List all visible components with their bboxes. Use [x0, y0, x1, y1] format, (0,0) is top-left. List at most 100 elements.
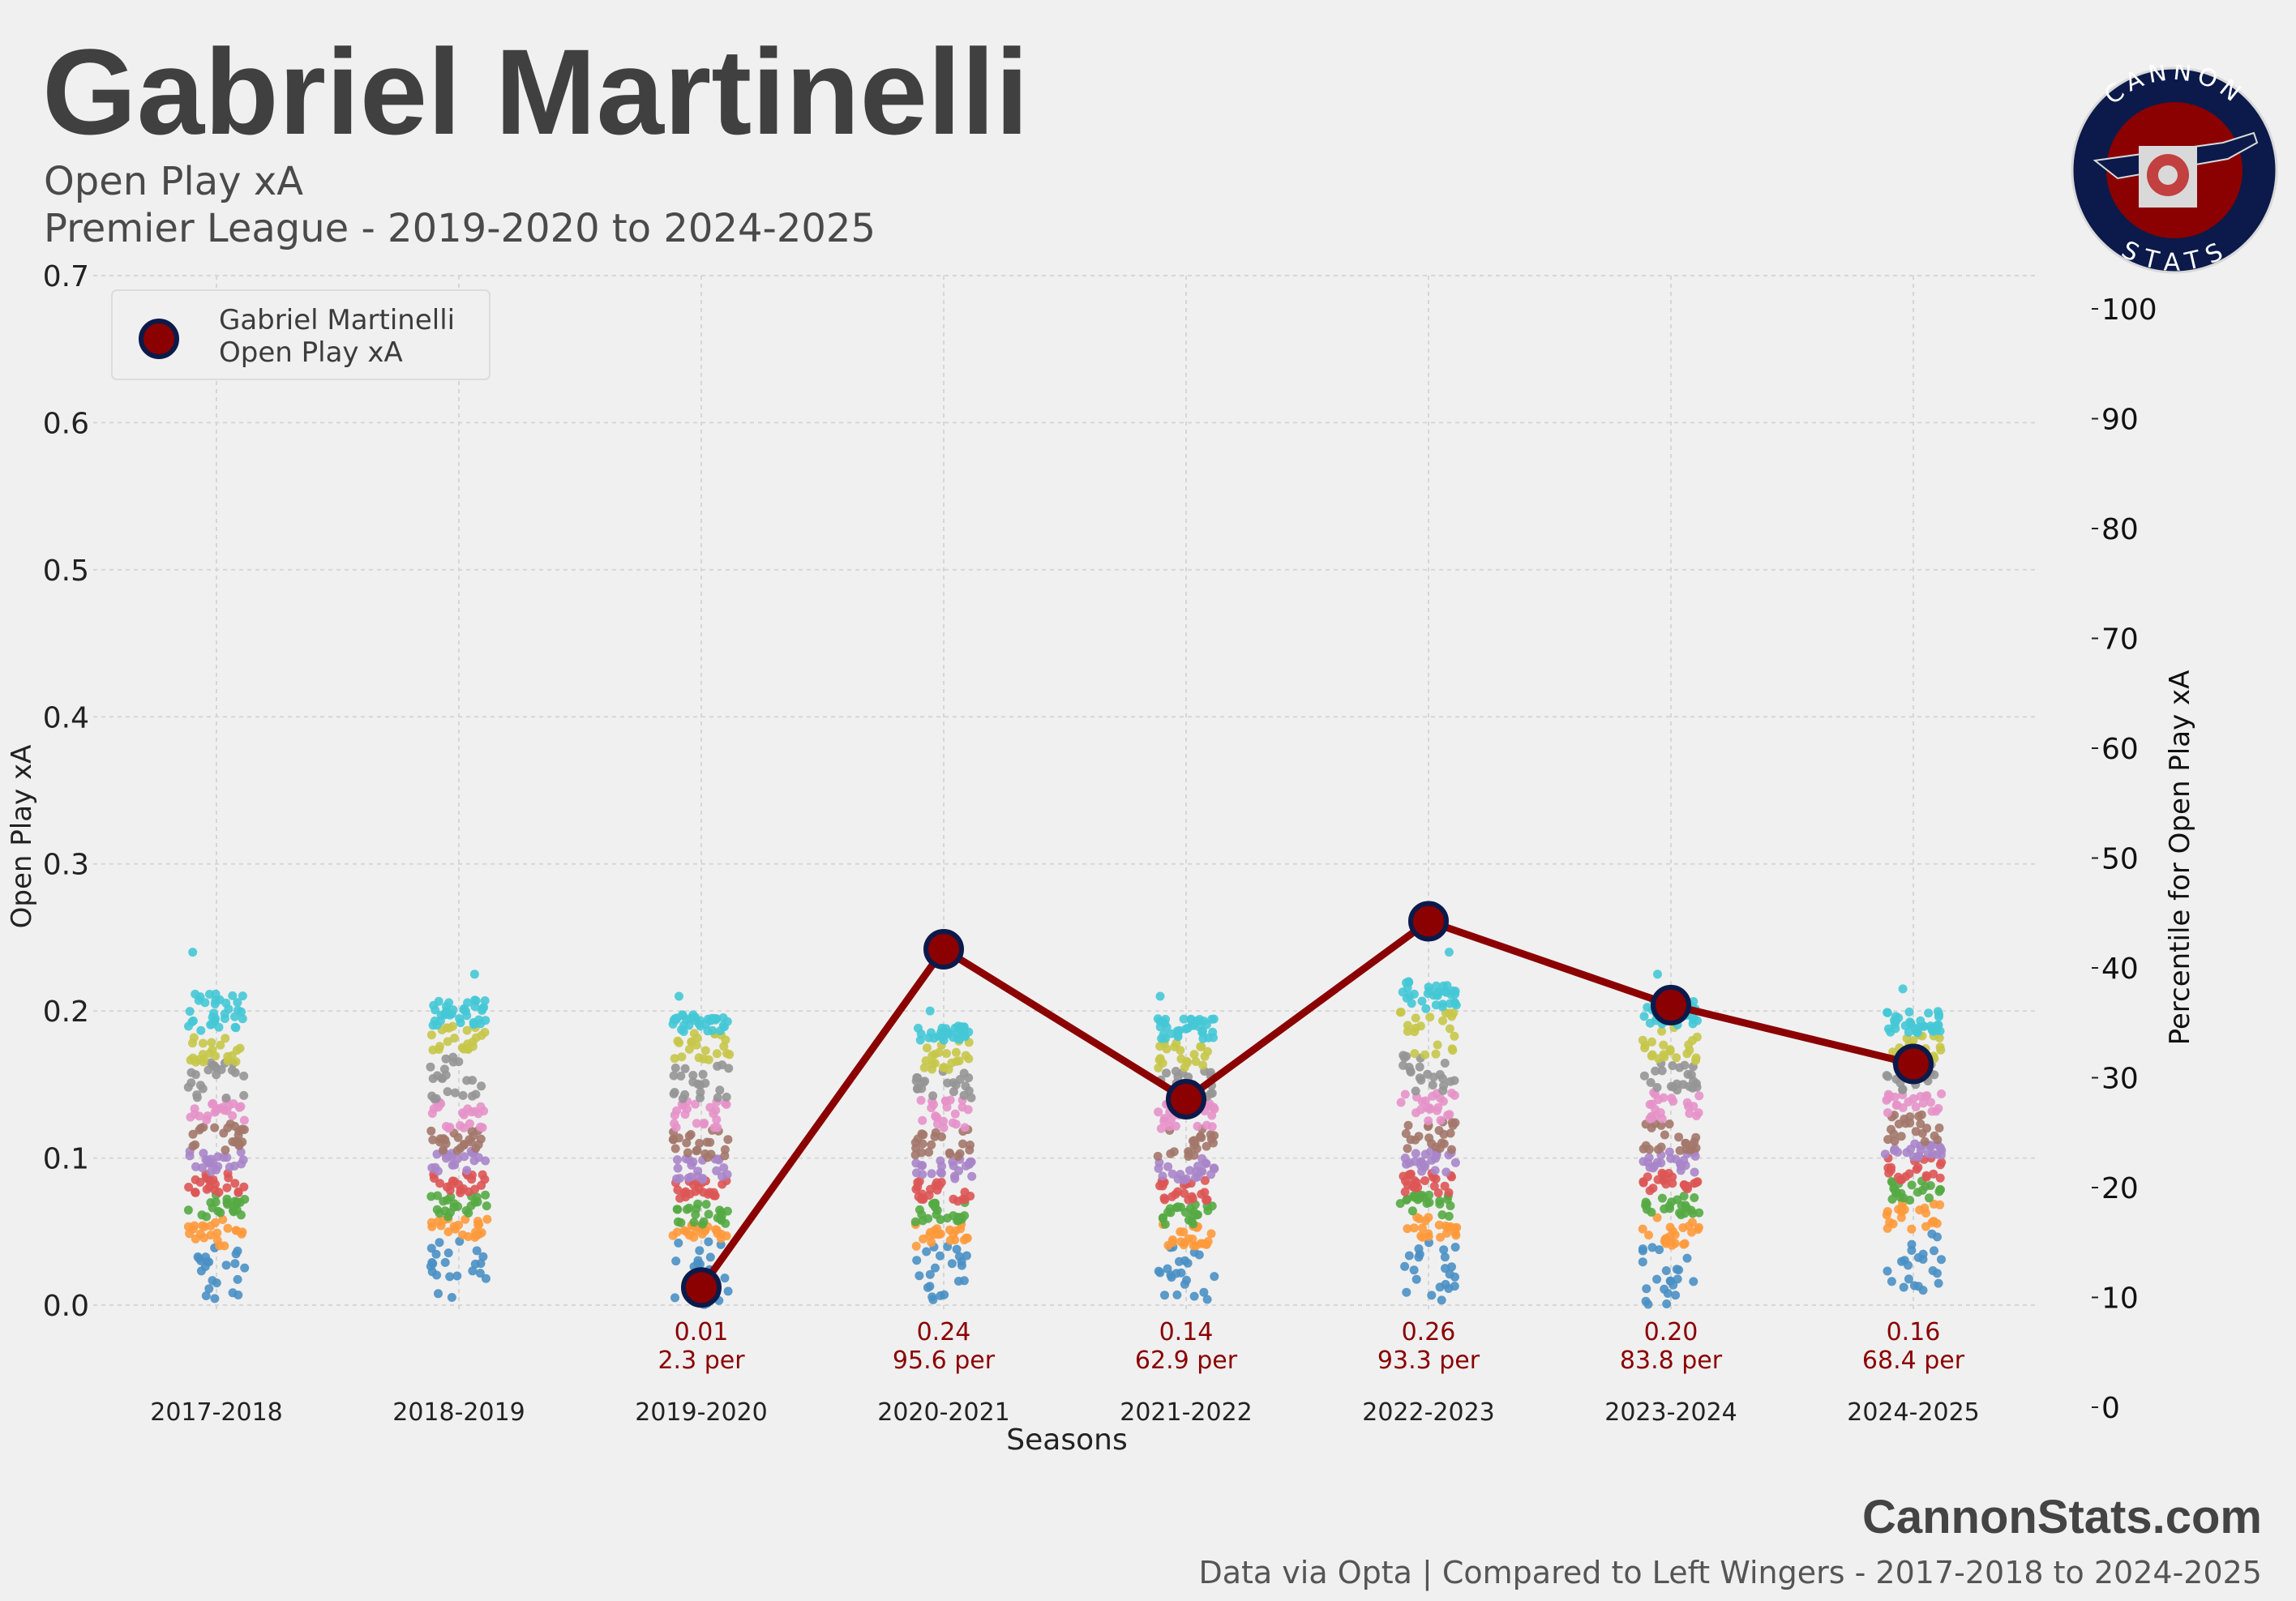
distribution-dot	[910, 1137, 920, 1147]
distribution-dot	[668, 1231, 678, 1240]
distribution-dot	[927, 1140, 936, 1149]
distribution-dot	[470, 1197, 480, 1207]
distribution-dot	[1934, 1278, 1943, 1288]
distribution-dot	[442, 1023, 452, 1033]
distribution-dot	[719, 1163, 729, 1172]
distribution-dot	[924, 1147, 934, 1157]
distribution-dot	[1642, 1284, 1651, 1294]
distribution-dot	[927, 1051, 937, 1060]
distribution-dot	[221, 1094, 231, 1102]
distribution-dot	[965, 1145, 975, 1155]
distribution-dot	[1890, 1016, 1899, 1025]
distribution-dot	[188, 948, 198, 957]
distribution-dot	[928, 1091, 938, 1101]
colorbar-tick-label: 50	[2101, 843, 2139, 876]
distribution-dot	[1162, 1068, 1172, 1078]
distribution-dot	[704, 1237, 713, 1247]
distribution-dot	[1676, 1166, 1686, 1175]
distribution-dot	[942, 1049, 951, 1059]
distribution-dot	[1680, 1060, 1690, 1070]
distribution-dot	[443, 1227, 453, 1237]
subtitle-metric: Open Play xA	[44, 159, 304, 204]
distribution-dot	[720, 1274, 730, 1283]
distribution-dot	[191, 1188, 200, 1197]
distribution-dot	[1672, 1079, 1681, 1089]
distribution-dot	[1668, 1061, 1677, 1071]
distribution-dot	[470, 1184, 480, 1194]
distribution-dot	[963, 1105, 973, 1115]
distribution-dot	[1410, 1049, 1420, 1059]
distribution-dot	[1905, 1017, 1915, 1027]
distribution-dot	[1639, 1012, 1649, 1021]
distribution-dot	[939, 1116, 949, 1126]
distribution-dot	[441, 1139, 451, 1149]
distribution-dot	[928, 1295, 938, 1304]
distribution-dot	[1418, 1232, 1428, 1242]
distribution-dot	[1403, 1224, 1412, 1234]
distribution-dot	[1904, 1007, 1914, 1017]
distribution-dot	[670, 1119, 679, 1128]
distribution-dot	[1910, 1024, 1920, 1034]
distribution-dot	[205, 990, 214, 999]
distribution-dot	[947, 1259, 957, 1269]
distribution-dot	[1688, 1209, 1698, 1218]
distribution-dot	[229, 1207, 238, 1217]
distribution-dot	[910, 1217, 920, 1226]
distribution-dot	[672, 1205, 682, 1214]
x-axis-label: Seasons	[1006, 1423, 1127, 1457]
distribution-dot	[1189, 1291, 1199, 1301]
distribution-dot	[239, 1090, 249, 1100]
distribution-dot	[1441, 987, 1451, 997]
distribution-dot	[1189, 1050, 1199, 1059]
distribution-dot	[230, 1012, 239, 1021]
distribution-dot	[469, 970, 479, 979]
distribution-dot	[720, 1151, 730, 1161]
distribution-dot	[1935, 1042, 1945, 1052]
distribution-dot	[1653, 970, 1662, 979]
distribution-dot	[696, 1087, 705, 1097]
distribution-dot	[1420, 1162, 1429, 1172]
distribution-dot	[1926, 1098, 1935, 1107]
distribution-dot	[937, 1023, 947, 1033]
distribution-dot	[482, 1214, 492, 1224]
distribution-dot	[1665, 1222, 1675, 1232]
distribution-dot	[1407, 1206, 1417, 1216]
distribution-dot	[1675, 1145, 1685, 1155]
distribution-dot	[722, 1092, 731, 1102]
distribution-dot	[698, 1175, 708, 1184]
distribution-dot	[964, 1054, 974, 1064]
distribution-dot	[712, 1166, 722, 1175]
distribution-dot	[1434, 1126, 1444, 1135]
distribution-dot	[1438, 1097, 1448, 1107]
distribution-dot	[228, 991, 238, 1000]
distribution-dot	[1639, 1071, 1649, 1081]
distribution-dot	[1656, 1120, 1666, 1130]
distribution-dot	[444, 998, 454, 1008]
distribution-dot	[428, 1135, 438, 1145]
distribution-dot	[1638, 1144, 1648, 1154]
distribution-dot	[1450, 1031, 1459, 1041]
distribution-dot	[1888, 1047, 1898, 1057]
distribution-dot	[912, 1256, 922, 1265]
distribution-dot	[1155, 991, 1165, 1001]
distribution-dot	[1927, 1229, 1937, 1239]
distribution-dot	[925, 1006, 935, 1016]
distribution-dot	[1160, 1195, 1170, 1205]
distribution-dot	[1688, 1141, 1698, 1150]
distribution-dot	[478, 1170, 487, 1179]
distribution-dot	[1401, 1128, 1411, 1138]
distribution-dot	[206, 1020, 216, 1030]
distribution-dot	[1197, 1132, 1206, 1142]
distribution-dot	[1206, 1229, 1216, 1239]
distribution-dot	[911, 1241, 921, 1251]
distribution-dot	[716, 1234, 726, 1244]
distribution-dot	[238, 991, 247, 1001]
distribution-dot	[426, 1244, 436, 1253]
distribution-dot	[699, 1119, 709, 1129]
distribution-dot	[951, 1047, 961, 1057]
distribution-dot	[1934, 1103, 1943, 1113]
distribution-dot	[1883, 1223, 1892, 1233]
distribution-dot	[1433, 1040, 1442, 1050]
distribution-dot	[1435, 1070, 1445, 1079]
distribution-dot	[239, 1115, 249, 1125]
